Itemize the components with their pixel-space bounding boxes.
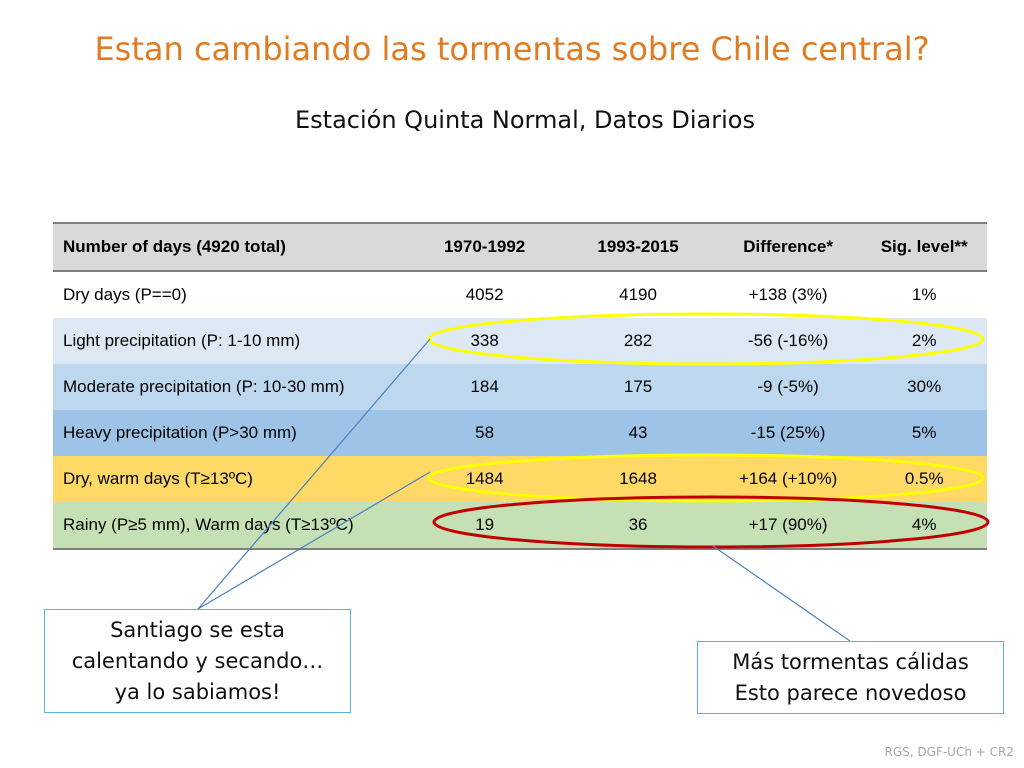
cell-difference: -56 (-16%) (714, 318, 862, 364)
cell-1993-2015: 4190 (561, 271, 715, 318)
table-header-row: Number of days (4920 total) 1970-1992 19… (53, 222, 987, 272)
cell-sig-level: 2% (861, 318, 987, 364)
table-row: Rainy (P≥5 mm), Warm days (T≥13ºC) 19 36… (53, 502, 987, 550)
header-period-1: 1970-1992 (407, 222, 562, 272)
callout-left: Santiago se esta calentando y secando… y… (44, 609, 351, 713)
cell-sig-level: 0.5% (861, 456, 987, 502)
callout-right: Más tormentas cálidas Esto parece novedo… (697, 641, 1004, 714)
row-label: Heavy precipitation (P>30 mm) (53, 410, 408, 456)
cell-1993-2015: 175 (561, 364, 715, 410)
cell-1970-1992: 58 (407, 410, 562, 456)
cell-1993-2015: 1648 (561, 456, 715, 502)
cell-sig-level: 30% (861, 364, 987, 410)
cell-sig-level: 4% (861, 502, 987, 550)
cell-difference: -9 (-5%) (714, 364, 862, 410)
callout-left-line-3: ya lo sabiamos! (114, 680, 281, 704)
callout-left-line-1: Santiago se esta (110, 618, 285, 642)
table-row: Dry, warm days (T≥13ºC) 1484 1648 +164 (… (53, 456, 987, 502)
cell-1970-1992: 338 (407, 318, 562, 364)
cell-1970-1992: 1484 (407, 456, 562, 502)
cell-difference: +138 (3%) (714, 271, 862, 318)
row-label: Dry, warm days (T≥13ºC) (53, 456, 408, 502)
cell-1970-1992: 4052 (407, 271, 562, 318)
row-label: Rainy (P≥5 mm), Warm days (T≥13ºC) (53, 502, 408, 550)
header-sig-level: Sig. level** (861, 222, 987, 272)
header-period-2: 1993-2015 (561, 222, 715, 272)
cell-1993-2015: 282 (561, 318, 715, 364)
cell-1993-2015: 36 (561, 502, 715, 550)
cell-1970-1992: 184 (407, 364, 562, 410)
row-label: Dry days (P==0) (53, 271, 408, 318)
callout-right-line-1: Más tormentas cálidas (732, 650, 969, 674)
credit-footer: RGS, DGF-UCh + CR2 (884, 745, 1014, 759)
table-row: Moderate precipitation (P: 10-30 mm) 184… (53, 364, 987, 410)
table-row: Light precipitation (P: 1-10 mm) 338 282… (53, 318, 987, 364)
cell-1970-1992: 19 (407, 502, 562, 550)
table-row: Heavy precipitation (P>30 mm) 58 43 -15 … (53, 410, 987, 456)
cell-1993-2015: 43 (561, 410, 715, 456)
header-difference: Difference* (714, 222, 862, 272)
callout-right-line-2: Esto parece novedoso (734, 681, 967, 705)
data-table: Number of days (4920 total) 1970-1992 19… (53, 222, 987, 550)
slide-title: Estan cambiando las tormentas sobre Chil… (94, 30, 930, 68)
cell-sig-level: 5% (861, 410, 987, 456)
cell-sig-level: 1% (861, 271, 987, 318)
row-label: Light precipitation (P: 1-10 mm) (53, 318, 408, 364)
cell-difference: +17 (90%) (714, 502, 862, 550)
cell-difference: +164 (+10%) (714, 456, 862, 502)
slide-subtitle: Estación Quinta Normal, Datos Diarios (295, 106, 755, 134)
header-number-of-days: Number of days (4920 total) (53, 222, 408, 272)
row-label: Moderate precipitation (P: 10-30 mm) (53, 364, 408, 410)
callout-left-line-2: calentando y secando… (71, 649, 324, 673)
leader-line-right (712, 545, 851, 642)
cell-difference: -15 (25%) (714, 410, 862, 456)
table-row: Dry days (P==0) 4052 4190 +138 (3%) 1% (53, 271, 987, 318)
